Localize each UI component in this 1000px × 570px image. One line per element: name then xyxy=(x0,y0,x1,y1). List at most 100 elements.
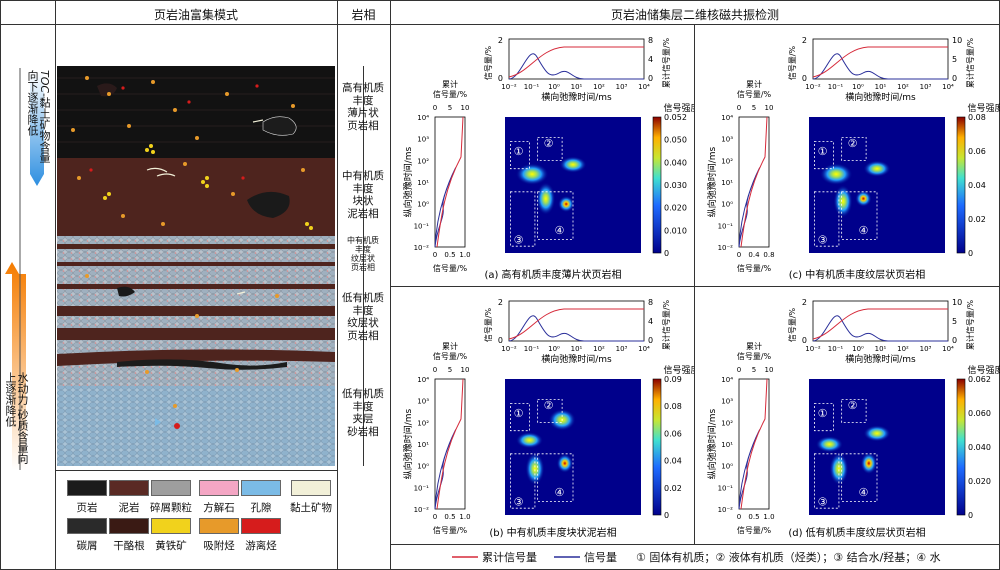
x-tick-label: 10³ xyxy=(920,83,932,91)
left-top-axis-label: 信号量/% xyxy=(433,89,468,99)
region-box xyxy=(841,191,878,240)
region-legend-text: ① 固体有机质；② 液体有机质（烃类）；③ 结合水/羟基；④ 水 xyxy=(636,551,941,564)
left-bottom-tick: 1.0 xyxy=(459,251,470,259)
cumulative-curve xyxy=(812,308,948,340)
t1-signal-curve xyxy=(738,429,761,510)
colorbar-tick: 0.040 xyxy=(664,158,687,167)
colorbar-tick: 0.020 xyxy=(664,204,687,213)
region-box xyxy=(841,399,867,423)
colorbar-tick: 0.09 xyxy=(664,375,682,384)
legend-swatch xyxy=(199,518,239,534)
y-tick-label: 10⁻¹ xyxy=(414,222,430,230)
signal-legend-label: 信号量 xyxy=(584,551,617,564)
signal-curve xyxy=(508,315,644,342)
top-left-tick: 0 xyxy=(498,74,503,83)
legend-item-2: 泥岩 xyxy=(100,480,158,515)
t1-signal-curve xyxy=(434,167,457,248)
left-top-axis-label: 累计 xyxy=(746,341,762,351)
facies-3: 中有机质 丰度 纹层状 页岩相 xyxy=(347,236,379,272)
region-box xyxy=(841,137,867,161)
colorbar-title: 信号强度: xyxy=(967,102,1000,114)
signal-curve xyxy=(508,53,644,80)
left-bottom-tick: 0 xyxy=(433,251,437,259)
signal-cluster xyxy=(833,185,853,218)
region-box xyxy=(841,453,878,502)
left-bottom-axis-label: 信号量/% xyxy=(433,525,468,535)
x-tick-label: 10² xyxy=(897,345,909,353)
t1-signal-curve xyxy=(434,429,457,510)
y-tick-label: 10⁻² xyxy=(414,244,430,252)
y-axis-label: 纵向弛豫时间/ms xyxy=(402,146,414,217)
legend-item-11: 游离烃 xyxy=(232,518,290,553)
y-tick-label: 10⁻² xyxy=(718,244,734,252)
region-box xyxy=(814,453,840,509)
colorbar xyxy=(652,116,662,254)
y-tick-label: 10⁴ xyxy=(417,114,429,122)
colorbar-title: 信号强度: xyxy=(663,102,694,114)
left-bottom-tick: 0.4 xyxy=(748,251,760,259)
legend-swatch xyxy=(151,518,191,534)
legend-label: 页岩 xyxy=(76,502,98,514)
signal-cluster xyxy=(863,160,891,177)
colorbar-title: 信号强度: xyxy=(663,364,694,376)
x-axis-label: 横向弛豫时间/ms xyxy=(845,91,916,103)
signal-cluster xyxy=(829,452,849,486)
left-top-tick: 5 xyxy=(448,366,452,374)
colorbar-tick: 0 xyxy=(664,249,669,258)
signal-cluster xyxy=(860,452,877,475)
divider xyxy=(390,544,1000,545)
divider xyxy=(55,0,56,570)
header-divider xyxy=(0,24,1000,25)
facies-1: 高有机质 丰度 薄片状 页岩相 xyxy=(342,82,384,132)
legend-swatch xyxy=(151,480,191,496)
x-tick-label: 10⁰ xyxy=(852,345,864,353)
signal-cluster xyxy=(855,190,872,207)
left-bottom-tick: 0.5 xyxy=(444,251,455,259)
region-label: ① xyxy=(514,145,524,158)
legend-label: 方解石 xyxy=(203,502,235,514)
colorbar-tick: 0.010 xyxy=(664,226,687,235)
x-tick-label: 10⁻² xyxy=(805,83,821,91)
x-tick-label: 10¹ xyxy=(875,83,887,91)
left-top-tick: 10 xyxy=(461,366,470,374)
region-label: ② xyxy=(848,137,858,150)
left-top-axis-label: 信号量/% xyxy=(737,351,772,361)
top-left-tick: 0 xyxy=(498,336,503,345)
panel-caption: (a) 高有机质丰度薄片状页岩相 xyxy=(484,268,621,281)
top-right-tick: 10 xyxy=(952,298,962,307)
y-tick-label: 10⁰ xyxy=(417,463,429,471)
colorbar-tick: 0.06 xyxy=(968,147,986,156)
legend-swatch xyxy=(199,480,239,496)
x-axis-label: 横向弛豫时间/ms xyxy=(845,353,916,365)
top-left-tick: 2 xyxy=(802,36,807,45)
top-right-tick: 0 xyxy=(952,336,957,345)
top-right-tick: 0 xyxy=(648,336,653,345)
colorbar-tick: 0.062 xyxy=(968,375,991,384)
top-right-tick: 10 xyxy=(952,36,962,45)
colorbar-title: 信号强度: xyxy=(967,364,1000,376)
colorbar xyxy=(652,378,662,516)
y-tick-label: 10³ xyxy=(417,136,429,144)
legend-label: 游离烃 xyxy=(245,540,277,552)
t2-plot-frame xyxy=(508,38,645,80)
x-tick-label: 10² xyxy=(593,83,605,91)
header-nmr: 页岩油储集层二维核磁共振检测 xyxy=(610,8,779,22)
signal-cluster xyxy=(815,436,843,453)
divider xyxy=(694,24,695,544)
cumulative-line-swatch xyxy=(452,556,478,558)
x-tick-label: 10⁴ xyxy=(638,345,650,353)
legend-label: 黄铁矿 xyxy=(155,540,187,552)
colorbar-tick: 0.04 xyxy=(664,457,682,466)
t2-plot-frame xyxy=(508,300,645,342)
legend-swatch xyxy=(109,480,149,496)
colorbar-tick: 0.06 xyxy=(664,429,682,438)
signal-cluster xyxy=(556,453,573,473)
left-bottom-tick: 0 xyxy=(433,513,437,521)
colorbar-tick: 0.02 xyxy=(664,484,682,493)
t2-plot-frame xyxy=(812,38,949,80)
left-top-tick: 0 xyxy=(433,366,437,374)
colorbar-tick: 0.02 xyxy=(968,215,986,224)
region-label: ③ xyxy=(514,233,524,246)
cumulative-curve xyxy=(508,308,644,340)
t2-plot-frame xyxy=(812,300,949,342)
